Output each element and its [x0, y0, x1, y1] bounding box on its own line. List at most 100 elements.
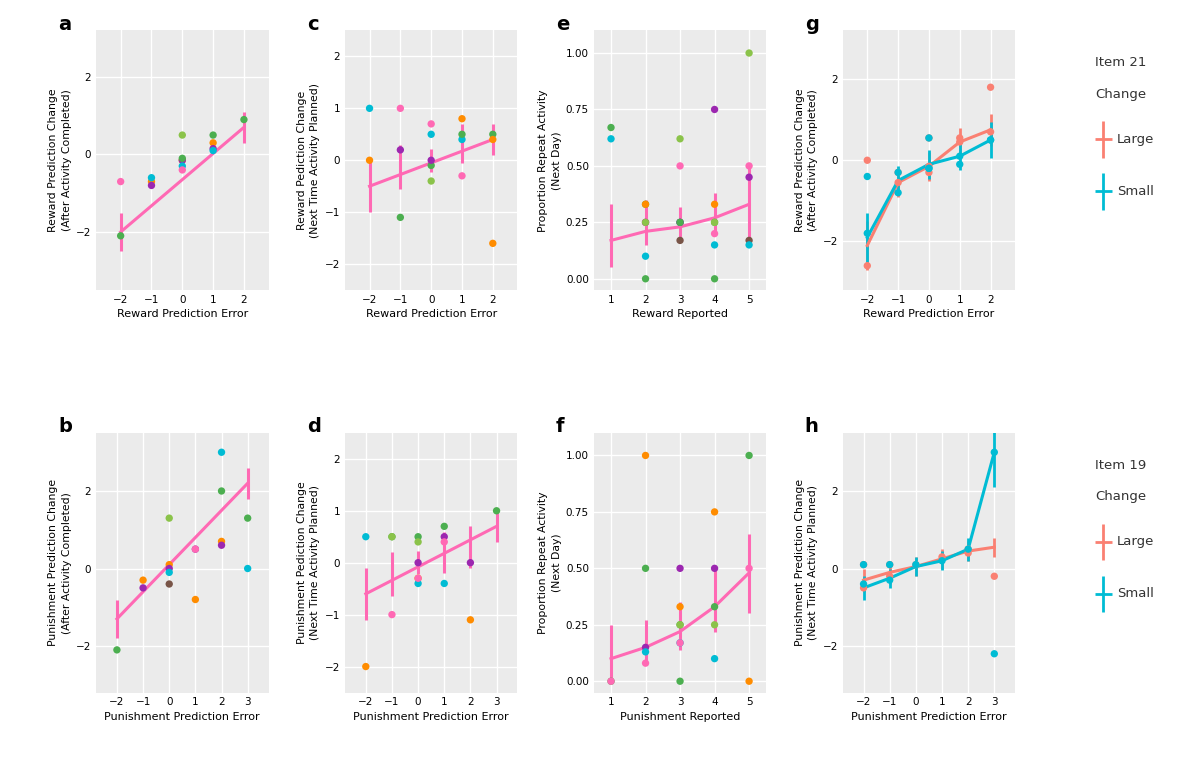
Point [671, 160, 690, 172]
Point [671, 216, 690, 228]
Point [421, 154, 440, 167]
Point [950, 136, 970, 148]
Point [636, 198, 655, 210]
Point [107, 644, 126, 656]
Point [452, 170, 472, 182]
Point [919, 167, 938, 179]
Point [704, 198, 724, 210]
Point [919, 162, 938, 174]
Point [739, 239, 758, 251]
Point [383, 530, 402, 543]
Point [985, 648, 1004, 660]
Point [980, 81, 1000, 94]
Point [434, 536, 454, 548]
Point [186, 543, 205, 556]
X-axis label: Punishment Prediction Error: Punishment Prediction Error [851, 712, 1007, 721]
Point [160, 562, 179, 575]
Point [671, 637, 690, 649]
Point [601, 675, 620, 687]
Point [212, 535, 232, 547]
Point [906, 559, 925, 571]
Point [636, 216, 655, 228]
Point [671, 234, 690, 247]
Point [704, 239, 724, 251]
Text: Item 19: Item 19 [1096, 459, 1146, 472]
Text: f: f [556, 417, 564, 436]
Text: Large: Large [1117, 536, 1154, 549]
Point [980, 134, 1000, 146]
Text: c: c [307, 15, 318, 33]
Point [985, 570, 1004, 582]
Point [160, 566, 179, 578]
Point [888, 186, 907, 199]
Point [704, 562, 724, 575]
Point [212, 539, 232, 551]
Point [880, 574, 899, 586]
Point [858, 154, 877, 167]
Point [636, 449, 655, 461]
Point [704, 228, 724, 240]
Point [434, 530, 454, 543]
Y-axis label: Punishment Pediction Change
(Next Time Activity Planned): Punishment Pediction Change (Next Time A… [298, 481, 320, 644]
Point [408, 556, 427, 568]
Point [636, 562, 655, 575]
Point [636, 272, 655, 285]
Point [880, 559, 899, 571]
Point [484, 133, 503, 145]
X-axis label: Punishment Prediction Error: Punishment Prediction Error [353, 712, 509, 721]
Y-axis label: Reward Prediction Change
(After Activity Completed): Reward Prediction Change (After Activity… [796, 88, 818, 232]
Point [959, 543, 978, 556]
Point [704, 600, 724, 613]
Point [160, 578, 179, 590]
Point [739, 160, 758, 172]
Point [858, 228, 877, 240]
Point [704, 652, 724, 664]
Point [212, 446, 232, 458]
Point [704, 216, 724, 228]
Point [408, 530, 427, 543]
Point [671, 216, 690, 228]
Point [173, 152, 192, 164]
Point [421, 175, 440, 187]
Point [932, 555, 952, 567]
Point [452, 133, 472, 145]
Point [880, 570, 899, 582]
Point [234, 113, 253, 126]
Point [408, 572, 427, 584]
Point [671, 600, 690, 613]
Point [854, 582, 874, 594]
Point [888, 177, 907, 189]
Point [980, 126, 1000, 138]
Point [142, 172, 161, 184]
Text: a: a [58, 15, 71, 33]
Point [739, 47, 758, 59]
Point [421, 128, 440, 140]
Point [858, 170, 877, 183]
Point [601, 132, 620, 145]
Point [461, 613, 480, 626]
Point [671, 132, 690, 145]
Text: Large: Large [1117, 133, 1154, 146]
Point [408, 536, 427, 548]
Point [356, 530, 376, 543]
Text: Change: Change [1096, 490, 1146, 503]
Point [408, 572, 427, 584]
Point [173, 164, 192, 176]
Point [238, 512, 257, 524]
Point [636, 642, 655, 654]
Point [671, 619, 690, 631]
Y-axis label: Proportion Repeat Activity
(Next Day): Proportion Repeat Activity (Next Day) [539, 492, 562, 634]
Point [636, 250, 655, 263]
Point [888, 167, 907, 179]
Point [671, 637, 690, 649]
Point [636, 216, 655, 228]
Point [391, 144, 410, 156]
Point [383, 609, 402, 621]
Point [461, 556, 480, 568]
Point [204, 145, 223, 157]
Text: d: d [307, 417, 320, 436]
Point [133, 574, 152, 586]
Y-axis label: Punishment Prediction Change
(After Activity Completed): Punishment Prediction Change (After Acti… [48, 479, 72, 646]
Point [212, 485, 232, 497]
Text: e: e [556, 15, 569, 33]
